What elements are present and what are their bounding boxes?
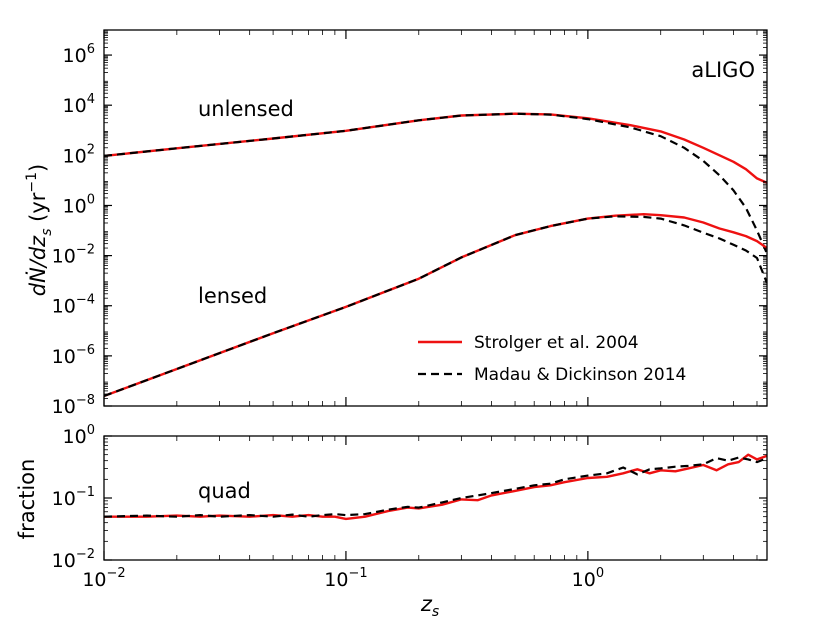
unlensed-label: unlensed: [198, 97, 294, 121]
bottom-series-quad-madau: [104, 456, 767, 518]
x-tick-label: 10−2: [82, 566, 125, 591]
bottom-y-tick-label: 10−1: [52, 485, 95, 510]
legend-entry-strolger: Strolger et al. 2004: [418, 333, 639, 353]
detector-label: aLIGO: [691, 58, 755, 82]
bottom-panel: 10−2 10−1 100 10−2 10−1 100: [52, 423, 768, 591]
top-y-axis-label: dṄ/dzs (yr−1): [24, 164, 55, 297]
top-plot-frame: [103, 29, 768, 407]
top-series-lensed-strolger: [104, 212, 767, 398]
lensed-label: lensed: [198, 284, 267, 308]
quad-label: quad: [198, 479, 251, 503]
top-y-tick-label: 10−2: [52, 243, 95, 268]
top-y-tick-label: 100: [63, 192, 95, 217]
bottom-y-axis-label: fraction: [15, 459, 39, 540]
bottom-y-tick-label: 100: [63, 423, 95, 448]
x-tick-label: 10−1: [324, 566, 367, 591]
top-panel: 10−8 10−6 10−4 10−2 100 102 104 106: [52, 29, 768, 418]
bottom-y-tick-label: 10−2: [52, 547, 95, 572]
top-y-tick-label: 10−6: [52, 343, 95, 368]
x-tick-label: 100: [572, 566, 604, 591]
legend-entry-madau: Madau & Dickinson 2014: [418, 365, 686, 385]
top-y-tick-label: 10−4: [52, 293, 95, 318]
x-axis-label: zs: [420, 592, 439, 620]
legend-text-madau: Madau & Dickinson 2014: [474, 365, 686, 385]
top-series-unlensed-madau: [104, 112, 767, 255]
top-y-tick-label: 102: [63, 142, 95, 167]
legend: Strolger et al. 2004 Madau & Dickinson 2…: [418, 333, 686, 385]
top-y-tick-label: 106: [63, 42, 95, 67]
legend-text-strolger: Strolger et al. 2004: [474, 333, 639, 353]
top-y-tick-label: 104: [63, 92, 95, 117]
top-series-unlensed-strolger: [104, 112, 767, 184]
top-series-lensed-madau: [104, 215, 767, 398]
top-y-tick-label: 10−8: [52, 393, 95, 418]
